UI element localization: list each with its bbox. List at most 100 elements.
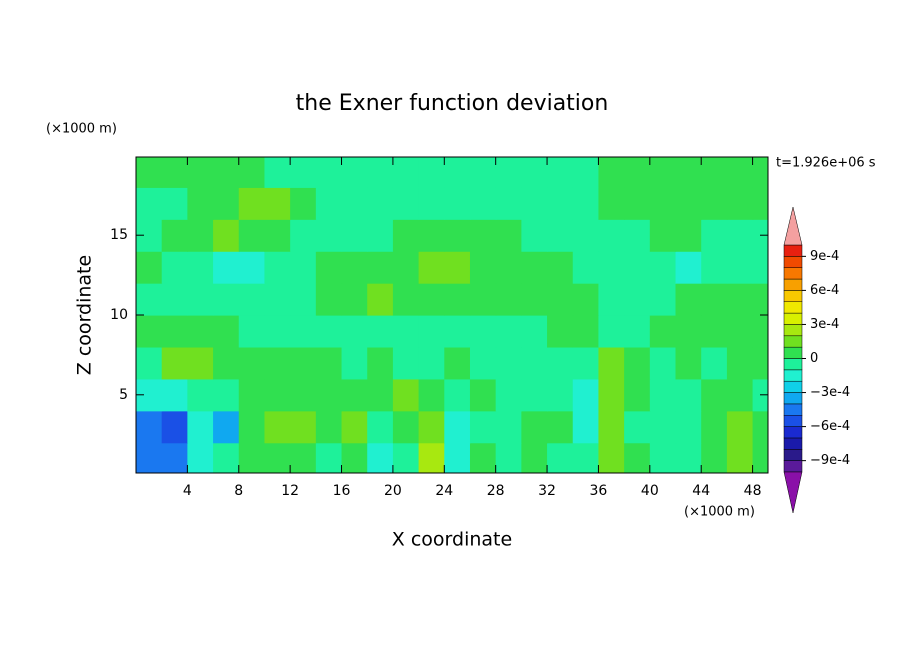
field-cell: [469, 378, 497, 412]
field-cell: [213, 251, 240, 284]
field-cell: [469, 157, 497, 188]
field-cell: [598, 315, 625, 348]
field-cell: [341, 157, 368, 188]
field-cell: [547, 251, 574, 284]
field-cell: [469, 346, 497, 380]
y-axis-label: Z coordinate: [74, 255, 96, 375]
field-cell: [752, 442, 768, 473]
field-cell: [649, 157, 677, 188]
field-cell: [624, 442, 651, 473]
colorbar-tick-label: 9e-4: [810, 249, 839, 264]
field-cell: [752, 251, 768, 284]
field-cell: [624, 315, 651, 348]
x-tick-label: 12: [281, 483, 299, 499]
field-cell: [598, 187, 625, 220]
field-cell: [495, 219, 522, 252]
field-cell: [418, 283, 445, 316]
field-cell: [572, 315, 600, 348]
field-cell: [444, 378, 471, 412]
field-cell: [187, 187, 214, 220]
field-cell: [701, 187, 728, 220]
field-cell: [341, 378, 368, 412]
colorbar-band: [783, 449, 803, 461]
y-tick-label: 10: [110, 307, 128, 323]
field-cell: [469, 283, 497, 316]
colorbar-band: [783, 426, 803, 439]
field-cell: [341, 410, 368, 444]
field-cell: [367, 346, 394, 380]
field-cell: [701, 315, 728, 348]
field-cell: [726, 378, 754, 412]
field-cell: [649, 187, 677, 220]
field-cell: [598, 283, 625, 316]
field-cell: [341, 283, 368, 316]
field-cell: [675, 187, 702, 220]
field-cell: [444, 442, 471, 473]
field-cell: [136, 315, 163, 348]
field-cell: [315, 283, 343, 316]
field-cell: [161, 410, 188, 444]
field-cell: [136, 157, 163, 188]
field-cell: [213, 283, 240, 316]
field-cell: [392, 157, 420, 188]
field-cell: [649, 219, 677, 252]
colorbar-over: [783, 206, 803, 246]
field-cell: [341, 315, 368, 348]
field-cell: [752, 187, 768, 220]
field-cell: [726, 157, 754, 188]
field-cell: [521, 410, 548, 444]
field-cell: [572, 157, 600, 188]
field-cell: [572, 283, 600, 316]
field-cell: [675, 442, 702, 473]
field-cell: [315, 442, 343, 473]
field-cell: [547, 187, 574, 220]
field-cell: [521, 157, 548, 188]
colorbar-band: [783, 278, 803, 291]
field-cell: [161, 378, 188, 412]
field-cell: [367, 187, 394, 220]
field-cell: [161, 219, 188, 252]
field-cell: [649, 410, 677, 444]
field-cell: [392, 378, 420, 412]
field-cell: [392, 410, 420, 444]
colorbar-band: [783, 256, 803, 268]
field-cell: [624, 283, 651, 316]
field-cell: [624, 410, 651, 444]
field-cell: [495, 410, 522, 444]
field-cell: [444, 251, 471, 284]
field-cell: [675, 251, 702, 284]
field-cell: [701, 219, 728, 252]
field-cell: [521, 346, 548, 380]
field-cell: [752, 157, 768, 188]
field-cell: [547, 346, 574, 380]
field-cell: [136, 346, 163, 380]
field-cell: [598, 251, 625, 284]
field-cell: [213, 378, 240, 412]
field-cell: [521, 315, 548, 348]
field-cell: [238, 410, 266, 444]
field-cell: [418, 442, 445, 473]
field-cell: [290, 346, 317, 380]
field-cell: [238, 187, 266, 220]
x-tick-label: 16: [333, 483, 351, 499]
x-tick-label: 48: [744, 483, 762, 499]
colorbar-band: [783, 335, 803, 348]
field-cell: [238, 219, 266, 252]
field-cell: [264, 187, 291, 220]
field-cell: [136, 187, 163, 220]
field-cell: [675, 315, 702, 348]
field-cell: [290, 410, 317, 444]
field-cell: [521, 283, 548, 316]
field-cell: [701, 442, 728, 473]
field-cell: [752, 346, 768, 380]
field-cell: [495, 283, 522, 316]
x-tick-label: 28: [487, 483, 505, 499]
field-cell: [649, 378, 677, 412]
field-cell: [136, 410, 163, 444]
field-cell: [701, 157, 728, 188]
field-cell: [547, 410, 574, 444]
field-cell: [624, 187, 651, 220]
field-cell: [264, 378, 291, 412]
field-cell: [264, 346, 291, 380]
field-cell: [624, 346, 651, 380]
